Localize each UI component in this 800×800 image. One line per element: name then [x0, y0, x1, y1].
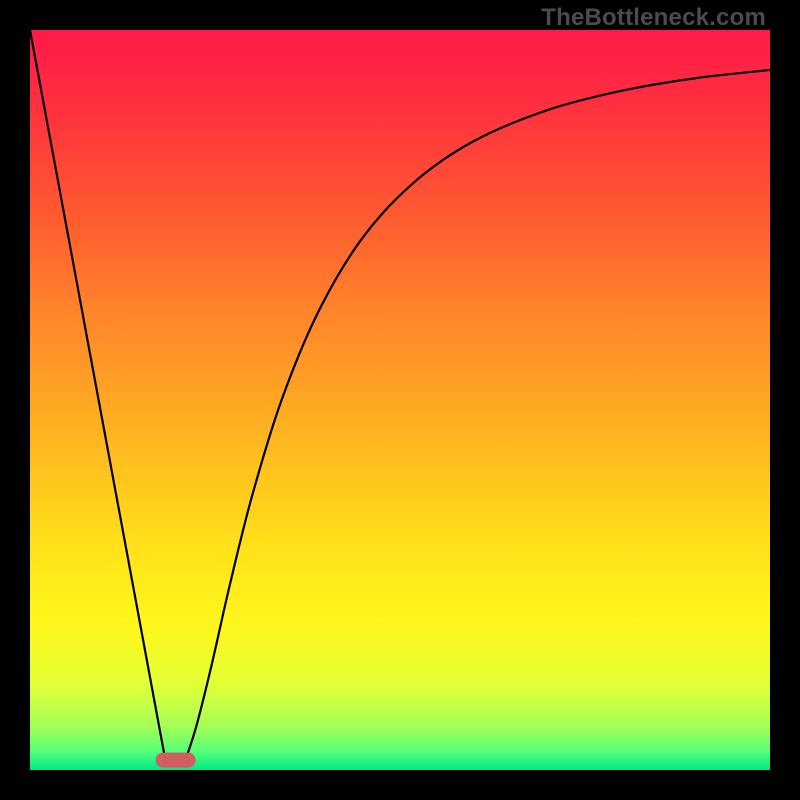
right-curve: [185, 70, 770, 760]
left-line: [30, 30, 165, 760]
plot-area: [30, 30, 770, 770]
curve-layer: [30, 30, 770, 770]
valley-marker: [155, 753, 196, 768]
chart-frame: TheBottleneck.com: [0, 0, 800, 800]
watermark-text: TheBottleneck.com: [541, 4, 766, 32]
